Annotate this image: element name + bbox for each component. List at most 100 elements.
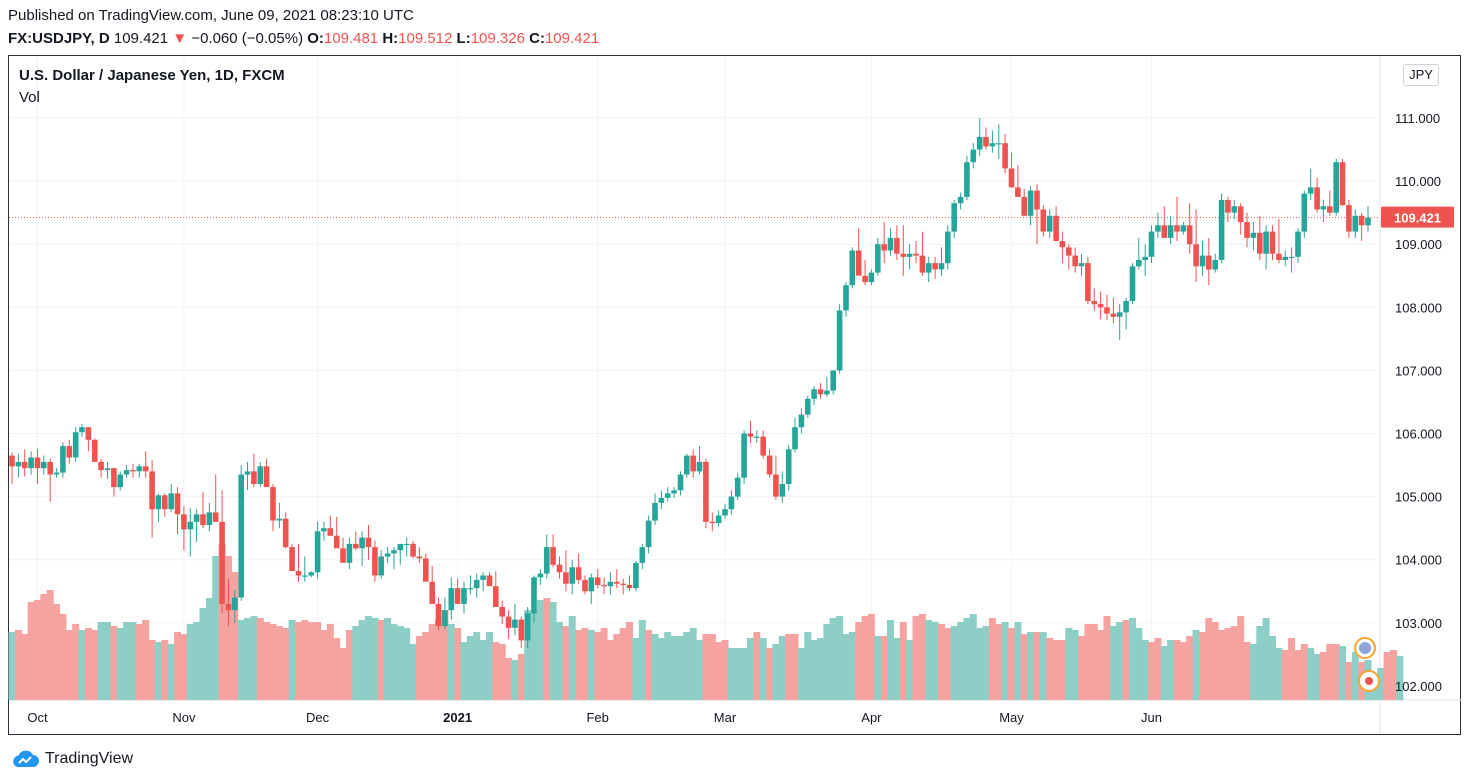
candle <box>1123 297 1129 330</box>
volume-bar <box>899 622 907 700</box>
candle <box>1358 212 1365 241</box>
candle <box>238 465 244 601</box>
candle <box>493 571 499 607</box>
last-price-badge-text: 109.421 <box>1394 211 1441 226</box>
candle-body <box>1027 190 1034 216</box>
candle-body <box>168 493 174 510</box>
volume-bar <box>21 634 29 700</box>
volume-bar <box>104 622 111 700</box>
volume-bar <box>1326 644 1334 700</box>
tradingview-logo[interactable]: TradingView <box>10 749 133 769</box>
candle <box>1257 215 1263 260</box>
volume-bar <box>46 590 54 700</box>
candle <box>257 461 264 488</box>
currency-button[interactable]: JPY <box>1403 64 1439 86</box>
candle-body <box>480 575 486 580</box>
candle-body <box>550 547 556 565</box>
candle <box>1276 219 1282 264</box>
candle <box>849 247 856 289</box>
volume-bar <box>874 636 882 700</box>
volume-bar <box>632 638 640 700</box>
candle-body <box>900 253 907 257</box>
volume-bar <box>988 618 996 700</box>
volume-bar <box>785 634 793 700</box>
volume-bar <box>887 620 894 700</box>
candle <box>550 534 556 568</box>
volume-bar <box>772 644 780 700</box>
candle <box>703 458 709 529</box>
candle <box>1059 231 1066 264</box>
candle <box>817 383 824 399</box>
candle-body <box>741 433 747 478</box>
volume-bar <box>110 626 118 700</box>
candle-body <box>913 253 919 256</box>
candle-body <box>155 495 162 510</box>
candle-body <box>384 553 391 557</box>
volume-bar <box>1307 648 1315 700</box>
volume-bar <box>358 620 366 700</box>
candle-body <box>289 547 295 572</box>
volume-bar <box>581 628 589 700</box>
candle-body <box>760 436 766 456</box>
candle <box>1320 200 1327 223</box>
candle-body <box>206 512 213 525</box>
candle <box>1015 165 1021 197</box>
volume-bar <box>517 654 525 700</box>
volume-bar <box>600 628 608 700</box>
volume-bar <box>339 648 347 700</box>
volume-bar <box>657 638 665 700</box>
candle-body <box>1365 217 1371 226</box>
candle-body <box>181 514 187 530</box>
volume-bar <box>78 630 86 700</box>
volume-bar <box>1281 650 1289 700</box>
volume-bar <box>740 648 748 700</box>
candle <box>989 130 996 153</box>
candle <box>302 556 308 582</box>
candle-body <box>15 461 22 467</box>
volume-bar <box>8 632 16 700</box>
volume-bar <box>708 634 716 700</box>
candle-body <box>1167 225 1174 238</box>
volume-bar <box>142 620 150 700</box>
candle-body <box>1059 241 1066 248</box>
candle-body <box>423 558 429 582</box>
candle-body <box>709 521 716 524</box>
candle <box>518 616 525 648</box>
candle <box>773 455 779 500</box>
candle <box>524 607 531 648</box>
volume-bar <box>721 640 729 700</box>
volume-bar <box>447 624 455 700</box>
volume-bar <box>486 632 493 700</box>
volume-bar <box>435 620 442 700</box>
candle <box>1116 304 1123 341</box>
volume-bar <box>715 642 723 700</box>
volume-bar <box>1269 636 1276 700</box>
candle <box>709 512 716 532</box>
price-tick-label: 107.000 <box>1395 363 1442 378</box>
candle <box>569 559 575 595</box>
volume-bar <box>129 622 137 700</box>
candle <box>200 491 206 529</box>
last-price-label: 109.421 <box>1381 206 1454 228</box>
candle <box>652 493 658 525</box>
candle <box>72 427 79 462</box>
candle <box>747 420 754 443</box>
price-tick-label: 108.000 <box>1395 300 1442 315</box>
candle <box>1040 205 1047 237</box>
volume-bar <box>1090 624 1098 700</box>
volume-bar <box>275 626 283 700</box>
candle <box>480 572 486 592</box>
candle-body <box>1161 225 1168 238</box>
candle-body <box>130 470 136 472</box>
candle-body <box>836 310 843 371</box>
candle <box>722 504 728 519</box>
volume-bar <box>753 632 761 700</box>
candle <box>1097 291 1104 319</box>
candle <box>1333 159 1339 216</box>
candle-body <box>734 477 741 497</box>
candle <box>136 463 143 478</box>
candle <box>887 228 894 256</box>
candle-body <box>639 547 646 563</box>
candle <box>996 124 1002 159</box>
